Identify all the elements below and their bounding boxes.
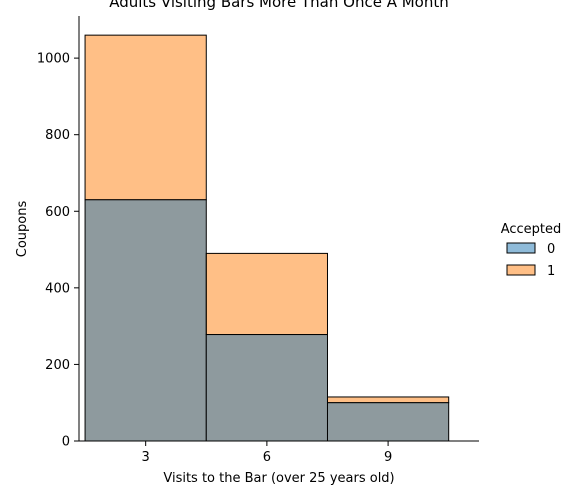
bar-accepted-0-6 — [205, 334, 328, 442]
y-tick-label: 1000 — [37, 52, 70, 67]
bars-layer — [84, 34, 450, 442]
bar-accepted-1-9 — [326, 396, 450, 404]
y-axis-title: Coupons — [15, 201, 30, 258]
x-tick-label: 9 — [384, 450, 392, 465]
y-tick-label: 800 — [45, 128, 70, 143]
y-tick-label: 400 — [45, 281, 70, 296]
legend-label-0: 0 — [547, 242, 555, 257]
y-tick-label: 200 — [45, 358, 70, 373]
legend-title: Accepted — [501, 222, 562, 237]
x-tick-label: 3 — [142, 450, 150, 465]
bar-accepted-0-9 — [326, 402, 450, 442]
legend-label-1: 1 — [547, 264, 555, 279]
chart-title: Adults Visiting Bars More Than Once A Mo… — [109, 0, 449, 11]
bar-accepted-0-3 — [84, 199, 207, 442]
legend: Accepted 0 1 — [501, 222, 562, 279]
legend-swatch-1 — [506, 264, 536, 276]
bar-accepted-1-6 — [205, 252, 328, 336]
x-tick-label: 6 — [263, 450, 271, 465]
bar-accepted-1-3 — [84, 34, 207, 201]
x-axis-title: Visits to the Bar (over 25 years old) — [163, 471, 394, 486]
x-ticks: 3 6 9 — [142, 441, 392, 465]
y-ticks: 0 200 400 600 800 1000 — [37, 52, 79, 450]
legend-swatch-0 — [506, 242, 536, 254]
y-tick-label: 600 — [45, 205, 70, 220]
y-tick-label: 0 — [62, 435, 70, 450]
